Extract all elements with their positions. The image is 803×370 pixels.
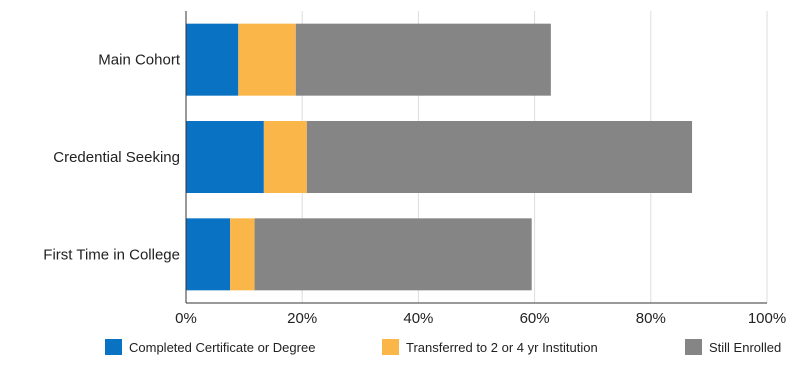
- bar-segment: [254, 218, 532, 291]
- legend-swatch: [382, 339, 399, 355]
- legend-swatch: [105, 339, 122, 355]
- legend-label: Completed Certificate or Degree: [129, 340, 315, 355]
- x-tick-label: 40%: [403, 310, 433, 327]
- axes: [185, 11, 767, 304]
- category-label: Credential Seeking: [53, 149, 180, 166]
- bar-segment: [238, 23, 296, 96]
- x-tick-label: 80%: [636, 310, 666, 327]
- bar-segment: [263, 121, 307, 193]
- category-labels: Main Cohort Credential Seeking First Time …: [43, 52, 181, 264]
- bars: [186, 23, 693, 291]
- bar-segment: [306, 121, 693, 193]
- x-tick-label: 60%: [520, 310, 550, 327]
- x-tick-label: 0%: [175, 310, 197, 327]
- bar-segment: [186, 23, 239, 96]
- category-label: First Time in College: [43, 246, 180, 263]
- x-tick-label: 20%: [287, 310, 317, 327]
- x-tick-label: 100%: [748, 310, 786, 327]
- legend-swatch: [685, 339, 702, 355]
- bar-segment: [186, 121, 264, 193]
- x-tick-labels: 0% 20% 40% 60% 80% 100%: [175, 310, 786, 327]
- legend: Completed Certificate or Degree Transferr…: [105, 339, 781, 355]
- legend-label: Still Enrolled: [709, 340, 781, 355]
- category-label: Main Cohort: [98, 52, 181, 69]
- bar-segment: [186, 218, 231, 291]
- bar-segment: [230, 218, 255, 291]
- bar-segment: [295, 23, 551, 96]
- legend-label: Transferred to 2 or 4 yr Institution: [406, 340, 598, 355]
